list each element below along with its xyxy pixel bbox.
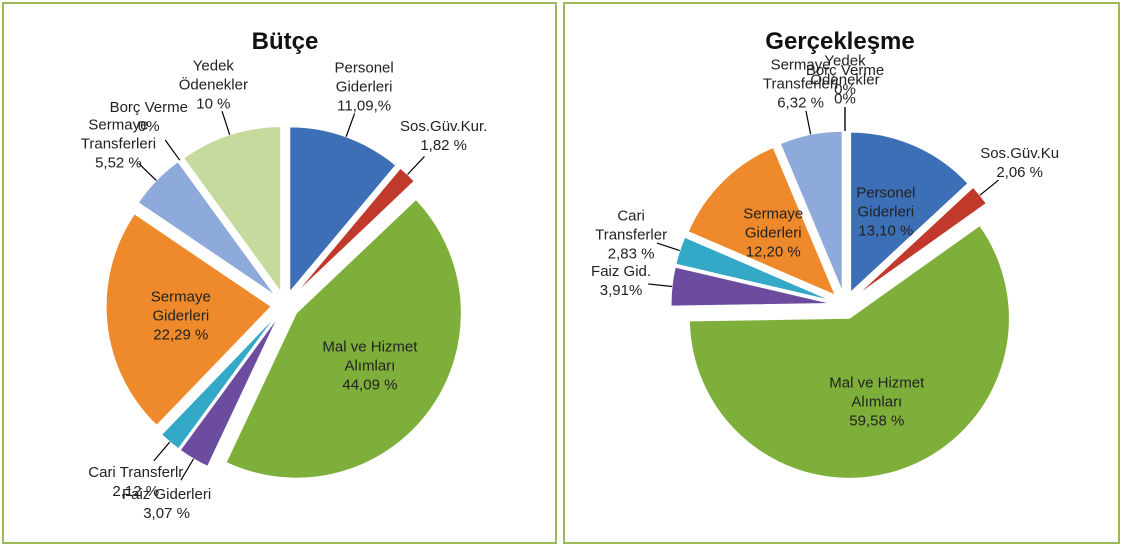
- leader-line: [221, 111, 231, 135]
- value-label: 0%: [834, 80, 856, 98]
- pie-slice: [855, 186, 987, 297]
- slice-label: Faiz Gid. 3,91%: [573, 262, 669, 300]
- slice-label: Sermaye Transferleri 5,52 %: [70, 115, 166, 172]
- category-label: Mal ve Hizmet Alımları: [322, 338, 418, 375]
- category-label: Mal ve Hizmet Alımları: [829, 374, 925, 411]
- category-label: Borç Verme: [109, 99, 188, 117]
- slice-label: Sos.Güv.Ku 2,06 %: [972, 144, 1068, 182]
- leader-line: [656, 242, 680, 252]
- category-label: Personel Giderleri: [856, 184, 916, 221]
- value-label: 3,07 %: [143, 505, 190, 523]
- slice-label: Mal ve Hizmet Alımları 59,58 %: [829, 373, 925, 430]
- value-label: 10 %: [196, 95, 231, 113]
- pie-slice: [779, 130, 843, 292]
- category-label: Faiz Giderleri: [121, 486, 212, 504]
- leader-line: [164, 139, 181, 161]
- value-label: 11,09,%: [337, 97, 392, 115]
- value-label: 3,91%: [599, 282, 643, 300]
- slice-label: Yedek Ödenekler 10 %: [165, 56, 261, 113]
- value-label: 2,83 %: [607, 245, 655, 263]
- leader-line: [979, 179, 999, 196]
- category-label: Sermaye Transferleri: [80, 116, 157, 153]
- slice-label: Cari Transferler 2,83 %: [583, 206, 679, 263]
- category-label: Cari Transferlr: [88, 464, 184, 482]
- value-label: 59,58 %: [849, 412, 905, 430]
- slice-label: Cari Transferlr 2,12 %: [88, 463, 184, 501]
- value-label: 12,20 %: [745, 243, 801, 260]
- category-label: Personel Giderleri: [334, 59, 394, 96]
- leader-line: [345, 113, 356, 137]
- value-label: 2,12 %: [112, 483, 160, 501]
- slice-label: Sermaye Transferleri 6,32 %: [753, 56, 849, 113]
- slice-label: Sermaye Giderleri 12,20 %: [725, 204, 821, 261]
- value-label: 13,10 %: [858, 222, 914, 240]
- slice-label: Mal ve Hizmet Alımları 44,09 %: [322, 338, 418, 395]
- pie-slice: [294, 167, 415, 296]
- value-label: 22,29 %: [153, 326, 209, 344]
- value-label: 44,09 %: [342, 376, 398, 394]
- category-label: Sermaye Giderleri: [743, 205, 804, 241]
- pie-slice: [105, 213, 272, 427]
- slice-label: Personel Giderleri 11,09,%: [316, 59, 412, 116]
- slice-label: Sos.Güv.Kur. 1,82 %: [396, 117, 492, 155]
- category-label: Cari Transferler: [595, 207, 668, 244]
- category-label: Faiz Gid.: [591, 263, 652, 281]
- pie-slice: [225, 198, 462, 479]
- panel-left: [2, 2, 557, 544]
- category-label: Sos.Güv.Kur.: [400, 118, 488, 136]
- leader-line: [648, 283, 673, 288]
- leader-line: [407, 156, 425, 175]
- panel-right: [563, 2, 1120, 544]
- chart-title: Bütçe: [251, 28, 319, 55]
- category-label: Borç Verme: [805, 61, 885, 79]
- pie-slice: [687, 146, 837, 297]
- chart-title: Gerçekleşme: [765, 28, 915, 55]
- category-label: Yedek Ödenekler: [810, 52, 880, 89]
- category-label: Sos.Güv.Ku: [980, 144, 1060, 162]
- category-label: Sermaye Transferleri: [762, 56, 839, 93]
- slice-label: Faiz Giderleri 3,07 %: [119, 485, 215, 523]
- value-label: 0%: [834, 90, 856, 108]
- slice-label: Yedek Ödenekler 0%: [797, 51, 893, 108]
- value-label: 2,06 %: [996, 163, 1044, 181]
- leader-line: [805, 110, 812, 135]
- pie-slice: [688, 224, 1010, 479]
- pie-slice: [850, 131, 969, 294]
- leader-line: [138, 162, 157, 181]
- pie-slice: [675, 236, 832, 302]
- value-label: 5,52 %: [95, 154, 142, 172]
- slice-label: Sermaye Giderleri 22,29 %: [133, 287, 229, 344]
- leader-line: [153, 441, 171, 462]
- value-label: 6,32 %: [777, 94, 824, 112]
- value-label: 1,82 %: [420, 137, 468, 155]
- category-label: Yedek Ödenekler: [178, 57, 248, 94]
- category-label: Sermaye Giderleri: [150, 288, 211, 325]
- slice-label: Personel Giderleri 13,10 %: [838, 183, 934, 240]
- pie-slice: [289, 126, 397, 294]
- value-label: 0%: [137, 118, 160, 136]
- leader-line: [180, 458, 195, 481]
- slice-label: Borç Verme 0%: [797, 61, 893, 99]
- slice-label: Borç Verme 0%: [101, 98, 197, 136]
